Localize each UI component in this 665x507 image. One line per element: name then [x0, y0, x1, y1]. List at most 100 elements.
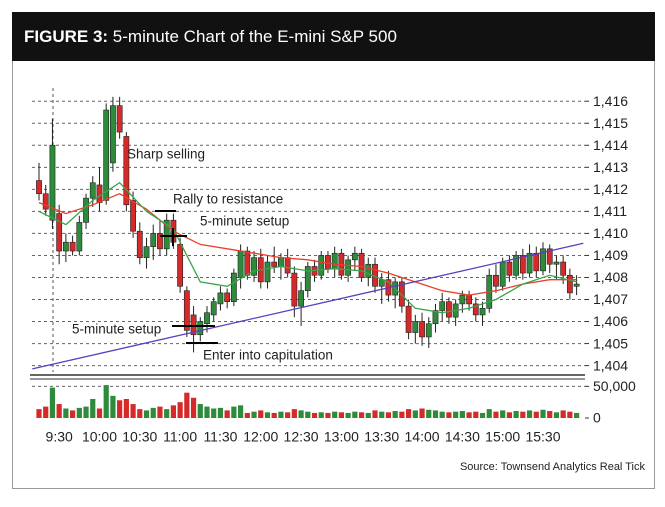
volume-bar [298, 410, 304, 418]
volume-bar [150, 407, 156, 418]
y-tick-label: 1,407 [593, 291, 628, 307]
y-tick-label: 0 [593, 410, 601, 426]
volume-bar [540, 409, 546, 418]
candle-body [36, 180, 42, 195]
candle-body [546, 248, 553, 265]
title-bar [12, 12, 655, 61]
volume-bar [553, 412, 560, 418]
candle-body [271, 261, 278, 267]
volume-bar [271, 412, 277, 418]
candle-body [331, 252, 338, 269]
volume-bar [238, 405, 244, 418]
candle-body [103, 109, 110, 201]
y-tick-label: 1,413 [593, 159, 628, 175]
volume-bar [473, 411, 479, 418]
volume-bar [43, 406, 49, 418]
volume-bar [258, 410, 264, 418]
volume-bar [466, 412, 472, 418]
volume-bar [432, 410, 439, 418]
volume-bar [399, 411, 405, 418]
volume-bar [244, 412, 250, 418]
candle-body [479, 308, 486, 316]
volume-bar [103, 385, 109, 418]
candle-body [325, 255, 331, 269]
candle-body [351, 252, 358, 261]
candle-body [378, 279, 385, 287]
volume-bar [567, 411, 573, 418]
y-tick-label: 1,408 [593, 269, 628, 285]
y-tick-label: 50,000 [593, 378, 636, 394]
volume-bar [110, 395, 116, 418]
volume-bar [500, 410, 506, 418]
candle-body [345, 259, 352, 276]
candle-body [405, 305, 412, 333]
candle-body [446, 301, 452, 318]
volume-bar [325, 412, 331, 418]
volume-bar [406, 409, 412, 418]
volume-bar [117, 400, 123, 418]
candle-body [83, 197, 89, 223]
chart-title-label: FIGURE 3: [24, 27, 108, 46]
volume-bar [76, 407, 82, 418]
candle-body [560, 261, 567, 276]
x-tick-label: 11:30 [203, 429, 237, 445]
y-tick-label: 1,409 [593, 247, 628, 263]
x-tick-label: 14:30 [445, 429, 480, 445]
candle-body [237, 250, 244, 278]
volume-bar [446, 412, 452, 418]
candle-body [472, 303, 479, 316]
candle-body [506, 261, 513, 276]
volume-bar [251, 411, 257, 418]
annotation: 5-minute setup [72, 322, 161, 337]
candle-body [264, 261, 271, 283]
volume-bar [231, 406, 237, 418]
candle-body [398, 281, 405, 307]
candle-body [130, 200, 136, 232]
y-tick-label: 1,406 [593, 313, 628, 329]
volume-bar [83, 406, 89, 418]
volume-bar [493, 411, 499, 418]
volume-bar [177, 402, 183, 418]
x-tick-label: 15:00 [485, 429, 520, 445]
volume-bar [63, 408, 69, 418]
candle-body [210, 301, 217, 316]
volume-bar [338, 412, 344, 418]
volume-bar [90, 399, 96, 418]
candle-body [540, 248, 546, 272]
volume-bar [547, 411, 553, 418]
candle-body [42, 193, 49, 210]
x-tick-label: 11:00 [163, 429, 197, 445]
volume-bar [305, 411, 311, 418]
candle-body [553, 261, 560, 265]
volume-bar [419, 408, 425, 418]
volume-bar [459, 411, 465, 418]
candle-body [284, 257, 291, 274]
volume-bar [345, 412, 351, 418]
candle-body [230, 272, 237, 303]
candle-body [459, 294, 466, 305]
candle-body [136, 230, 143, 258]
chart-title: 5-minute Chart of the E-mini S&P 500 [113, 27, 397, 46]
volume-bar [184, 392, 190, 418]
candle-body [419, 321, 425, 338]
y-tick-label: 1,415 [593, 115, 628, 131]
volume-bar [574, 412, 580, 418]
candle-body [96, 184, 103, 203]
candle-body [56, 213, 63, 252]
candle-body [573, 283, 580, 287]
candle-body [358, 252, 365, 278]
volume-bar [453, 411, 459, 418]
line-series [32, 242, 584, 370]
volume-bar [486, 409, 492, 418]
candle-body [183, 290, 190, 331]
volume-bar [332, 411, 338, 418]
candle-body [76, 222, 83, 252]
x-tick-label: 15:30 [525, 429, 560, 445]
volume-bar [379, 411, 385, 418]
volume-bar [211, 408, 217, 418]
candle-body [432, 310, 439, 325]
annotation: Rally to resistance [173, 192, 283, 207]
candle-body [217, 292, 224, 305]
volume-bar [137, 409, 143, 418]
